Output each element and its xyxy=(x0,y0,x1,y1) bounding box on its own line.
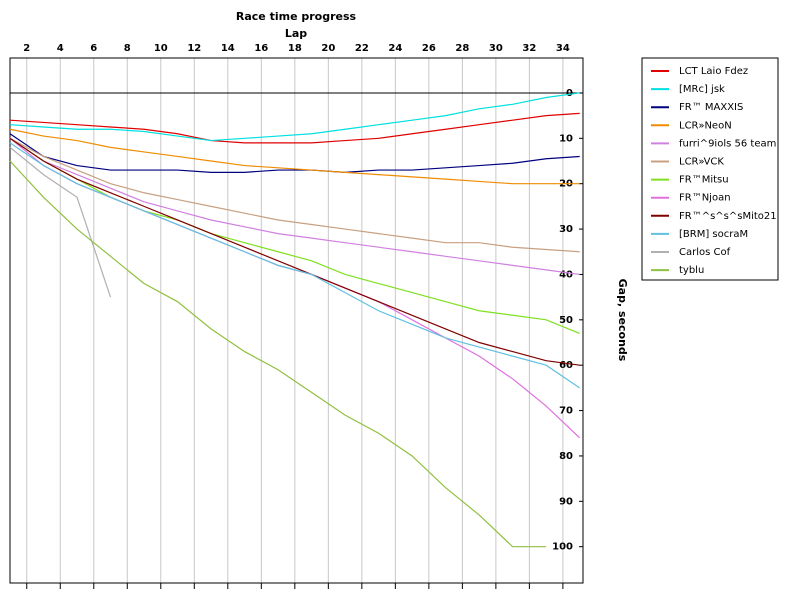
x-tick-label: 2 xyxy=(23,43,30,54)
legend-label: LCT Laio Fdez xyxy=(679,66,748,77)
x-tick-label: 34 xyxy=(556,43,570,54)
legend-box xyxy=(641,57,779,281)
x-tick-label: 10 xyxy=(154,43,168,54)
legend-label: LCR»NeoN xyxy=(679,120,732,131)
x-tick-label: 22 xyxy=(355,43,369,54)
y-tick-label: 80 xyxy=(559,451,573,462)
y-tick-label: 40 xyxy=(559,269,573,280)
series-line xyxy=(9,160,547,548)
x-tick-label: 12 xyxy=(187,43,201,54)
x-tick-label: 32 xyxy=(522,43,536,54)
y-tick-label: 10 xyxy=(559,133,573,144)
plot-border xyxy=(9,57,584,584)
legend-label: FR™^s^s^sMito21 xyxy=(679,211,777,222)
x-tick-label: 30 xyxy=(489,43,503,54)
x-axis-label: Lap xyxy=(285,27,307,40)
series-line xyxy=(9,128,580,185)
y-tick-label: 100 xyxy=(552,542,573,553)
legend-label: FR™Mitsu xyxy=(679,175,729,186)
x-tick-label: 26 xyxy=(422,43,436,54)
x-tick-label: 6 xyxy=(90,43,97,54)
series-line xyxy=(9,137,580,366)
legend-label: LCR»VCK xyxy=(679,157,724,168)
x-tick-label: 4 xyxy=(57,43,64,54)
legend-label: FR™ MAXXIS xyxy=(679,102,743,113)
legend-label: furri^9iols 56 team xyxy=(679,138,776,149)
chart-title: Race time progress xyxy=(236,10,357,23)
y-tick-label: 50 xyxy=(559,315,573,326)
series-line xyxy=(9,92,580,142)
series-line xyxy=(9,142,580,389)
x-tick-label: 24 xyxy=(388,43,402,54)
x-tick-label: 14 xyxy=(221,43,235,54)
series-line xyxy=(9,137,580,334)
series-line xyxy=(9,133,580,173)
y-tick-label: 30 xyxy=(559,224,573,235)
series-line xyxy=(9,146,112,298)
x-tick-label: 8 xyxy=(124,43,131,54)
x-tick-label: 16 xyxy=(254,43,268,54)
y-tick-label: 60 xyxy=(559,360,573,371)
y-tick-label: 70 xyxy=(559,406,573,417)
legend-label: Carlos Cof xyxy=(679,247,731,258)
legend-label: FR™Njoan xyxy=(679,193,731,204)
legend-label: [MRc] jsk xyxy=(679,84,725,95)
series-line xyxy=(9,137,580,276)
x-tick-label: 20 xyxy=(321,43,335,54)
x-tick-label: 28 xyxy=(455,43,469,54)
y-axis-label: Gap, seconds xyxy=(616,279,629,362)
series-line xyxy=(9,137,580,253)
legend-label: [BRM] socraM xyxy=(679,229,748,240)
x-tick-label: 18 xyxy=(288,43,302,54)
legend-label: tyblu xyxy=(679,265,704,276)
series-line xyxy=(9,112,580,144)
y-tick-label: 90 xyxy=(559,496,573,507)
